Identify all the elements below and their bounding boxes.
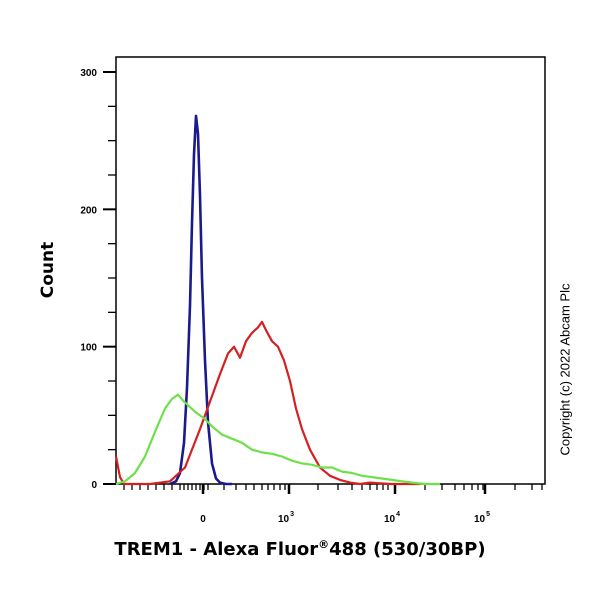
x-tick-label: 0	[200, 514, 206, 525]
y-tick-label: 300	[80, 68, 97, 79]
histogram-series	[114, 114, 440, 486]
histogram-line-1	[114, 320, 420, 486]
plot-frame	[115, 56, 546, 485]
y-axis-label: Count	[38, 241, 58, 299]
y-tick-label: 200	[80, 205, 97, 216]
x-axis-label: TREM1 - Alexa Fluor®488 (530/30BP)	[114, 538, 486, 560]
x-tick-label: 105	[474, 511, 490, 525]
histogram-line-2	[115, 393, 440, 486]
x-tick-label: 104	[384, 511, 400, 525]
y-tick-label: 0	[91, 480, 97, 491]
x-tick-label: 103	[278, 511, 294, 525]
x-axis: 0 103 104 105	[123, 484, 543, 525]
y-axis: 0 100 200 300	[80, 68, 116, 491]
copyright-notice: Copyright (c) 2022 Abcam Plc	[557, 283, 573, 456]
histogram-line-0	[169, 114, 232, 486]
y-tick-label: 100	[80, 343, 97, 354]
